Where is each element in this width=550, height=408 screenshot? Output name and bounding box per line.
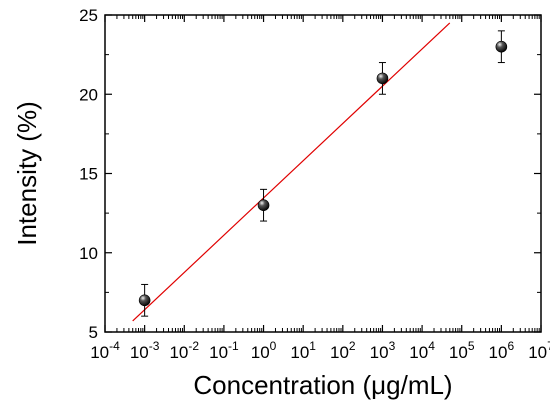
- y-tick-label: 25: [79, 6, 98, 25]
- x-tick-label: 104: [409, 339, 435, 362]
- x-tick-label: 106: [489, 339, 515, 362]
- x-tick-label: 107: [528, 339, 550, 362]
- x-axis-title: Concentration (μg/mL): [193, 370, 452, 400]
- y-tick-label: 20: [79, 85, 98, 104]
- x-tick-label: 100: [251, 339, 277, 362]
- plot-area: [105, 15, 541, 332]
- y-tick-label: 10: [79, 244, 98, 263]
- x-tick-label: 10-2: [169, 339, 199, 362]
- x-tick-label: 105: [449, 339, 475, 362]
- data-point: [495, 40, 508, 53]
- x-tick-label: 10-1: [209, 339, 239, 362]
- x-tick-label: 103: [370, 339, 396, 362]
- y-tick-label: 5: [89, 323, 98, 342]
- x-tick-label: 10-4: [90, 339, 120, 362]
- y-axis-title: Intensity (%): [12, 101, 42, 246]
- x-tick-label: 10-3: [130, 339, 160, 362]
- data-point: [376, 72, 389, 85]
- x-tick-label: 101: [290, 339, 316, 362]
- x-tick-label: 102: [330, 339, 356, 362]
- data-point: [257, 199, 270, 211]
- fit-line: [132, 22, 451, 322]
- data-point: [138, 294, 151, 307]
- y-tick-label: 15: [79, 165, 98, 184]
